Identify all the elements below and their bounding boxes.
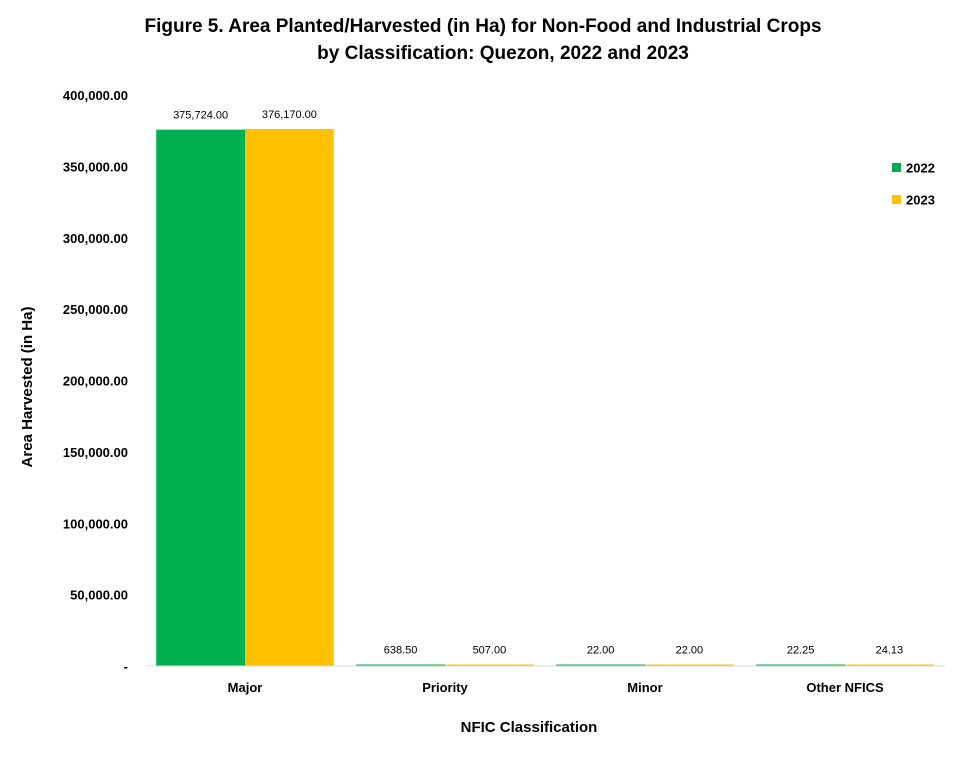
y-axis-ticks: - 50,000.00 100,000.00 150,000.00 200,000.00… bbox=[63, 88, 128, 674]
y-tick-label: 150,000.00 bbox=[63, 445, 128, 460]
data-label: 22.00 bbox=[676, 645, 704, 657]
data-label: 22.00 bbox=[587, 645, 615, 657]
chart-title-line-1: Figure 5. Area Planted/Harvested (in Ha)… bbox=[144, 16, 821, 37]
data-label: 638.50 bbox=[384, 645, 418, 657]
bar-2023-minor bbox=[645, 664, 734, 666]
data-label: 375,724.00 bbox=[173, 110, 228, 122]
bar-2022-priority bbox=[356, 664, 445, 666]
data-label: 507.00 bbox=[473, 645, 507, 657]
data-label: 22.25 bbox=[787, 645, 815, 657]
data-labels: 375,724.00 376,170.00 638.50 507.00 22.00 22.… bbox=[173, 109, 903, 656]
bar-2023-priority bbox=[445, 664, 534, 666]
legend-label-2023: 2023 bbox=[906, 193, 935, 208]
bar-2023-major bbox=[245, 129, 334, 666]
x-tick-label: Priority bbox=[422, 680, 468, 695]
y-tick-label: 300,000.00 bbox=[63, 231, 128, 246]
x-axis-ticks: Major Priority Minor Other NFICS bbox=[228, 680, 884, 695]
legend-swatch-2023 bbox=[892, 195, 901, 204]
bar-2022-major bbox=[156, 129, 245, 666]
data-label: 24.13 bbox=[876, 645, 904, 657]
x-tick-label: Major bbox=[228, 680, 263, 695]
y-tick-label: 350,000.00 bbox=[63, 159, 128, 174]
y-tick-label: 250,000.00 bbox=[63, 302, 128, 317]
y-tick-label: 400,000.00 bbox=[63, 88, 128, 103]
bar-2023-other-nfics bbox=[845, 664, 934, 666]
x-tick-label: Other NFICS bbox=[806, 680, 884, 695]
y-axis-title: Area Harvested (in Ha) bbox=[19, 307, 36, 468]
legend-swatch-2022 bbox=[892, 163, 901, 172]
data-label: 376,170.00 bbox=[262, 109, 317, 121]
y-tick-label: - bbox=[124, 659, 128, 674]
x-tick-label: Minor bbox=[627, 680, 662, 695]
legend-label-2022: 2022 bbox=[906, 161, 935, 176]
y-tick-label: 50,000.00 bbox=[70, 588, 128, 603]
y-tick-label: 200,000.00 bbox=[63, 374, 128, 389]
bar-group bbox=[156, 129, 934, 666]
x-axis-title: NFIC Classification bbox=[461, 719, 598, 736]
y-tick-label: 100,000.00 bbox=[63, 516, 128, 531]
legend: 2022 2023 bbox=[892, 161, 935, 208]
bar-2022-other-nfics bbox=[756, 664, 845, 666]
chart-title-line-2: by Classification: Quezon, 2022 and 2023 bbox=[317, 43, 689, 64]
bar-2022-minor bbox=[556, 664, 645, 666]
